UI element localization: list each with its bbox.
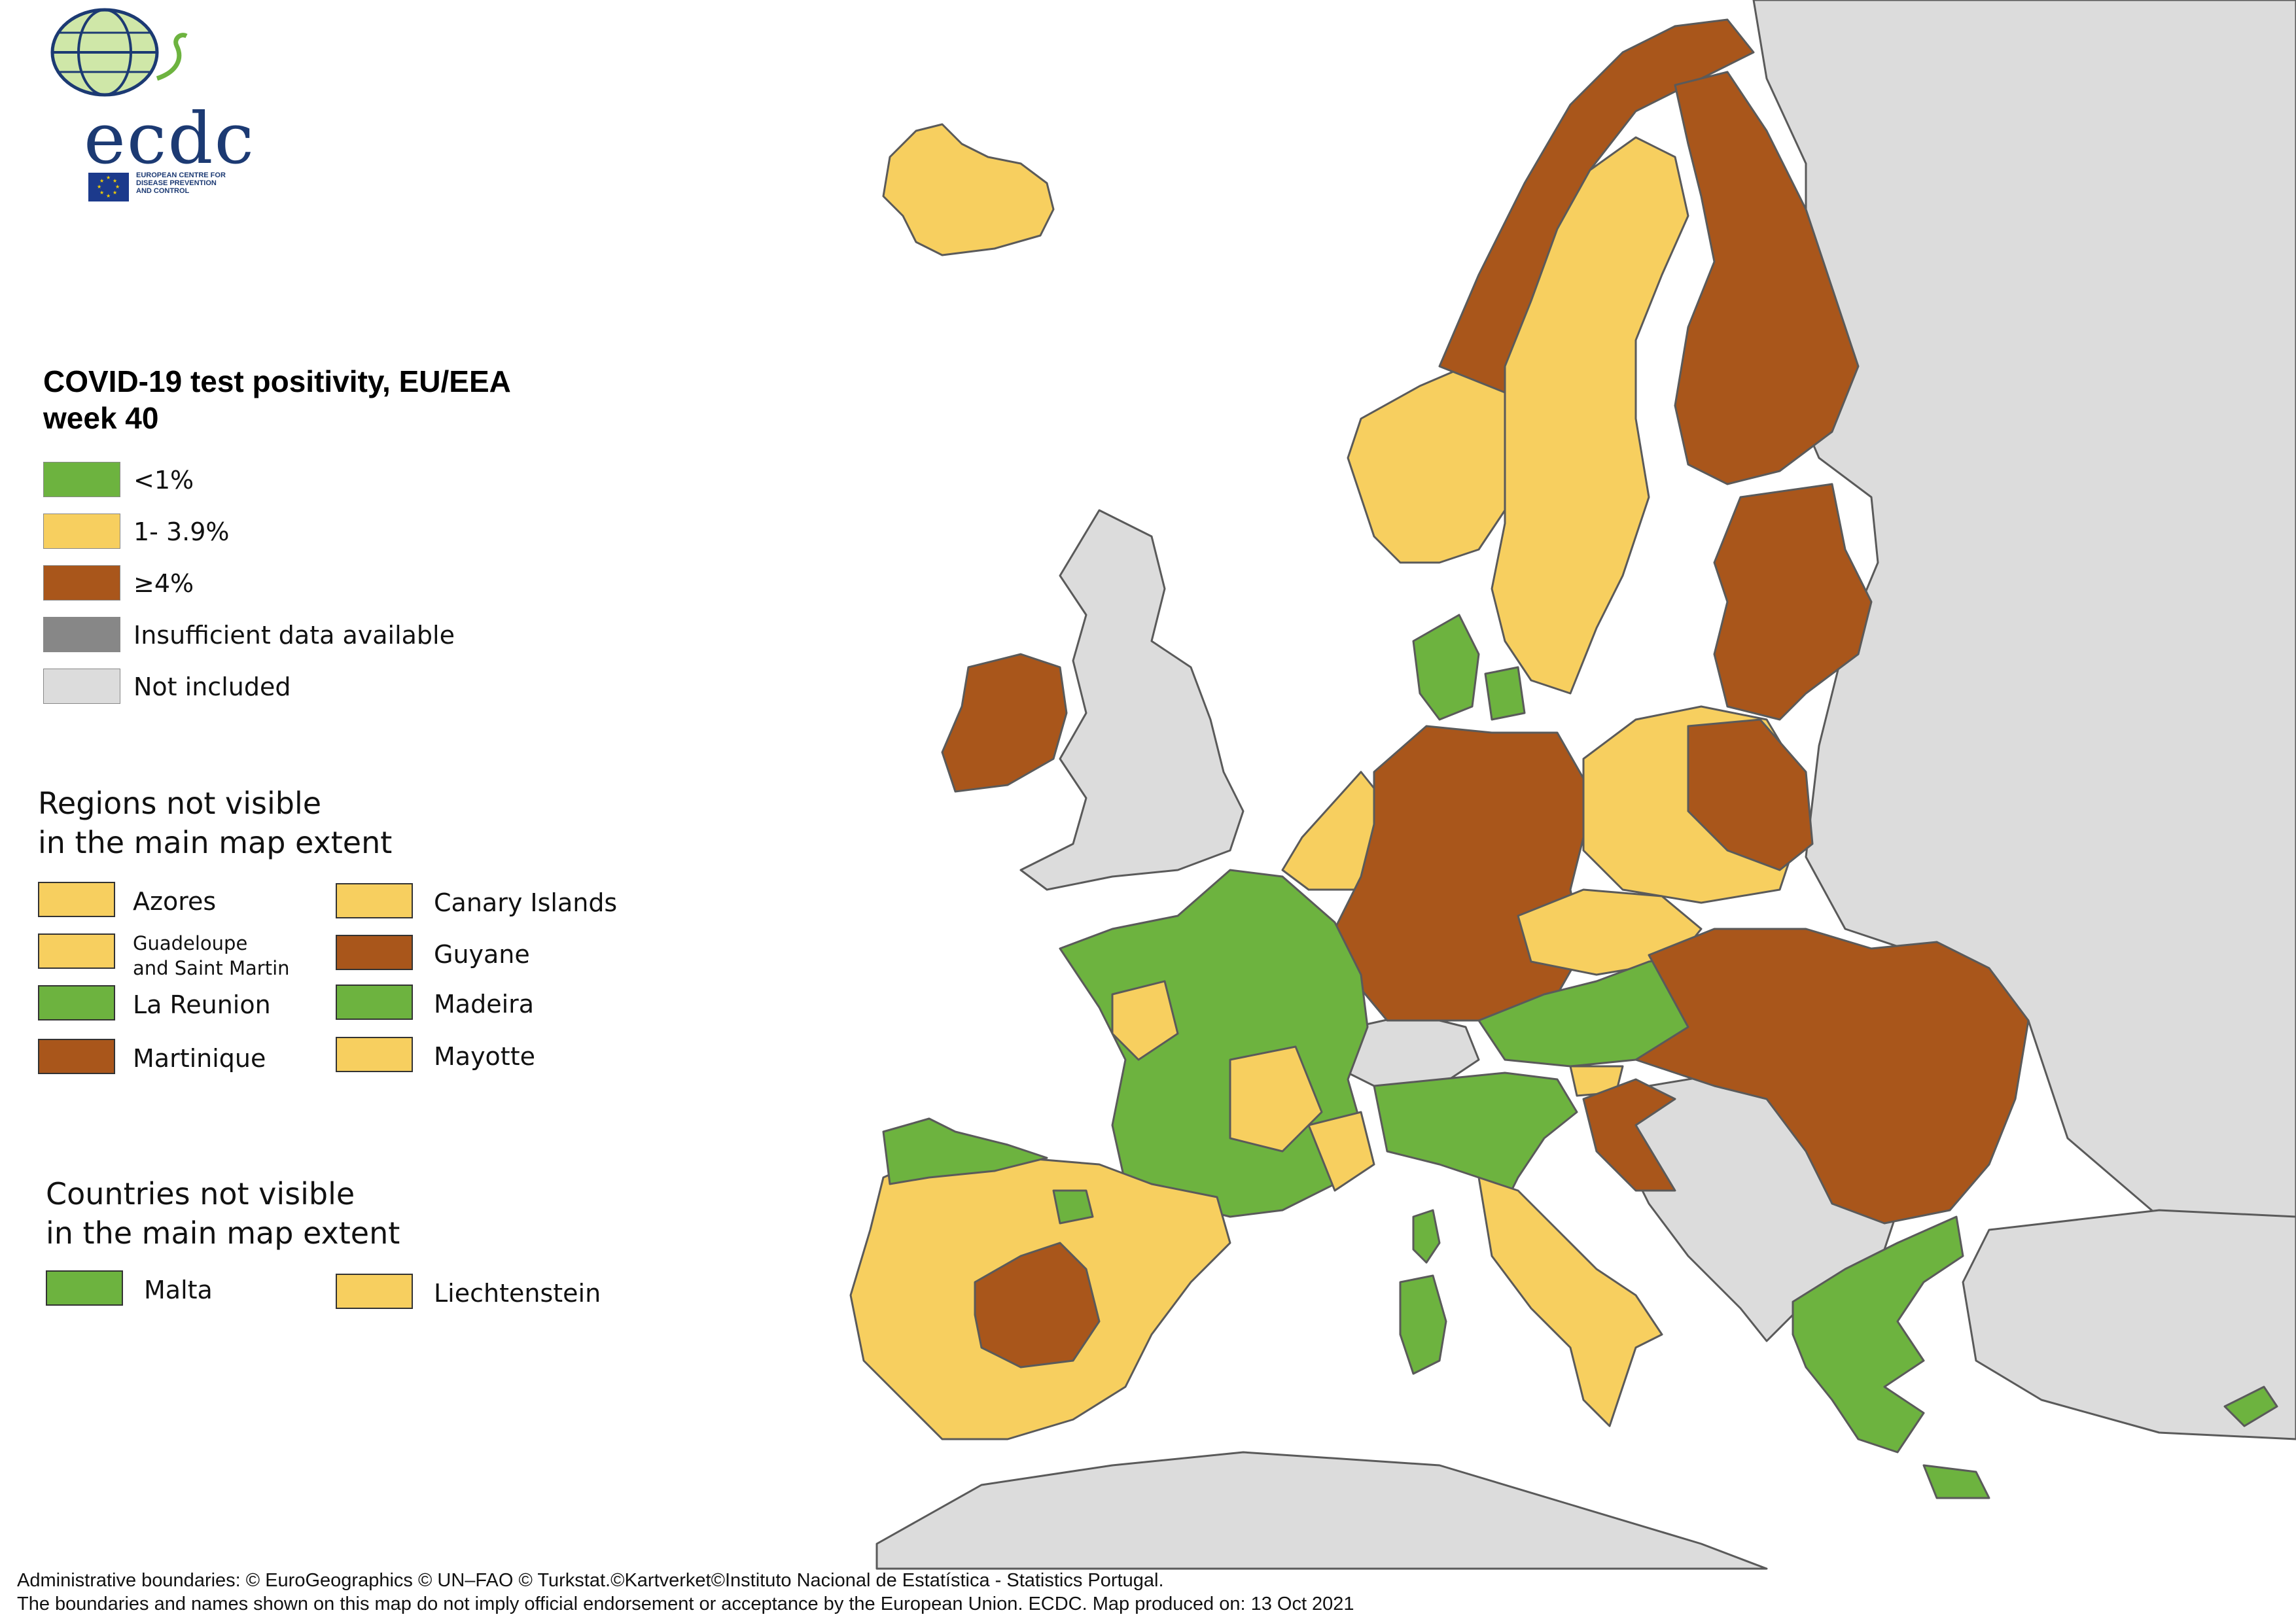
legend-label: Madeira bbox=[434, 990, 535, 1019]
region-spain-centre bbox=[974, 1242, 1101, 1368]
section-title-line: Regions not visible bbox=[38, 786, 322, 821]
region-sardinia bbox=[1399, 1274, 1447, 1375]
legend-label: La Reunion bbox=[133, 990, 271, 1019]
region-north-africa bbox=[875, 1451, 1768, 1570]
legend-swatch bbox=[43, 514, 120, 549]
region-denmark bbox=[1412, 614, 1526, 721]
region-ireland bbox=[941, 653, 1068, 793]
legend-label: Liechtenstein bbox=[434, 1279, 601, 1308]
legend-label: Martinique bbox=[133, 1044, 266, 1073]
region-croatia bbox=[1582, 1078, 1676, 1192]
legend-label: Guyane bbox=[434, 940, 530, 969]
legend-label: Mayotte bbox=[434, 1042, 535, 1071]
legend-label: Malta bbox=[144, 1276, 213, 1304]
legend-label: <1% bbox=[133, 466, 194, 495]
legend-swatch bbox=[336, 883, 413, 918]
region-norway bbox=[1347, 365, 1506, 564]
region-sweden bbox=[1491, 136, 1689, 695]
legend-swatch bbox=[46, 1270, 123, 1306]
region-cyprus bbox=[2223, 1386, 2278, 1427]
region-spain-north-coast bbox=[882, 1117, 1094, 1225]
region-poland-east bbox=[1687, 718, 1814, 871]
regions-not-visible-title: Regions not visible in the main map exte… bbox=[38, 784, 392, 862]
region-germany bbox=[1333, 725, 1585, 1022]
section-title-line: Countries not visible bbox=[46, 1176, 355, 1211]
section-title-line: in the main map extent bbox=[46, 1215, 400, 1251]
region-france bbox=[1059, 869, 1369, 1218]
legend-title: COVID-19 test positivity, EU/EEA week 40 bbox=[43, 363, 511, 436]
region-iceland bbox=[882, 123, 1055, 256]
logo-subtitle-line: EUROPEAN CENTRE FOR bbox=[136, 171, 226, 179]
legend-swatch bbox=[38, 933, 115, 969]
legend-label: Azores bbox=[133, 887, 217, 916]
legend-swatch bbox=[38, 882, 115, 917]
logo-subtitle-line: DISEASE PREVENTION bbox=[136, 179, 217, 187]
legend-label: Insufficient data available bbox=[133, 621, 455, 650]
legend-swatch bbox=[43, 617, 120, 652]
logo-subtitle-line: AND CONTROL bbox=[136, 187, 190, 195]
legend-title-line: week 40 bbox=[43, 401, 159, 435]
legend-swatch bbox=[336, 985, 413, 1020]
logo-subtitle: EUROPEAN CENTRE FOR DISEASE PREVENTION A… bbox=[136, 171, 280, 195]
section-title-line: in the main map extent bbox=[38, 825, 393, 860]
legend-swatch bbox=[38, 985, 115, 1020]
attribution-line: The boundaries and names shown on this m… bbox=[17, 1594, 1354, 1614]
legend-swatch bbox=[43, 669, 120, 704]
region-greece bbox=[1792, 1215, 1990, 1499]
legend-label: ≥4% bbox=[133, 569, 194, 598]
logo-wordmark: ecdc bbox=[84, 98, 256, 180]
legend-label: 1- 3.9% bbox=[133, 517, 230, 546]
region-italy-north bbox=[1373, 1072, 1578, 1205]
globe-icon bbox=[50, 8, 188, 97]
legend-label: Not included bbox=[133, 672, 291, 701]
region-corsica bbox=[1412, 1209, 1441, 1264]
legend-swatch bbox=[336, 935, 413, 970]
region-italy-south bbox=[1477, 1176, 1663, 1427]
eu-flag-icon: ★ ★ ★ ★ ★ ★ ★ ★ bbox=[88, 173, 129, 201]
legend-label: Canary Islands bbox=[434, 888, 618, 917]
legend-swatch bbox=[43, 462, 120, 497]
region-estonia-latvia-lithuania bbox=[1713, 483, 1873, 721]
region-turkey bbox=[1962, 1209, 2296, 1440]
legend-label: Guadeloupe and Saint Martin bbox=[133, 931, 290, 981]
legend-swatch bbox=[38, 1039, 115, 1074]
countries-not-visible-title: Countries not visible in the main map ex… bbox=[46, 1174, 400, 1253]
ecdc-logo: ecdc ★ ★ ★ ★ ★ ★ ★ ★ EUROPEAN CENTRE FOR DISE… bbox=[39, 7, 275, 203]
region-hungary-romania bbox=[1634, 928, 2030, 1225]
region-finland bbox=[1674, 71, 1860, 485]
legend-title-line: COVID-19 test positivity, EU/EEA bbox=[43, 364, 511, 398]
region-france-yellow-regions bbox=[1111, 980, 1375, 1192]
legend-swatch bbox=[43, 565, 120, 601]
legend-swatch bbox=[336, 1274, 413, 1309]
legend-swatch bbox=[336, 1037, 413, 1072]
map-attribution: Administrative boundaries: © EuroGeograp… bbox=[17, 1569, 1354, 1616]
attribution-line: Administrative boundaries: © EuroGeograp… bbox=[17, 1570, 1164, 1591]
legend-label-line: Guadeloupe bbox=[133, 932, 248, 954]
region-united-kingdom bbox=[1019, 509, 1245, 891]
legend-label-line: and Saint Martin bbox=[133, 957, 290, 979]
